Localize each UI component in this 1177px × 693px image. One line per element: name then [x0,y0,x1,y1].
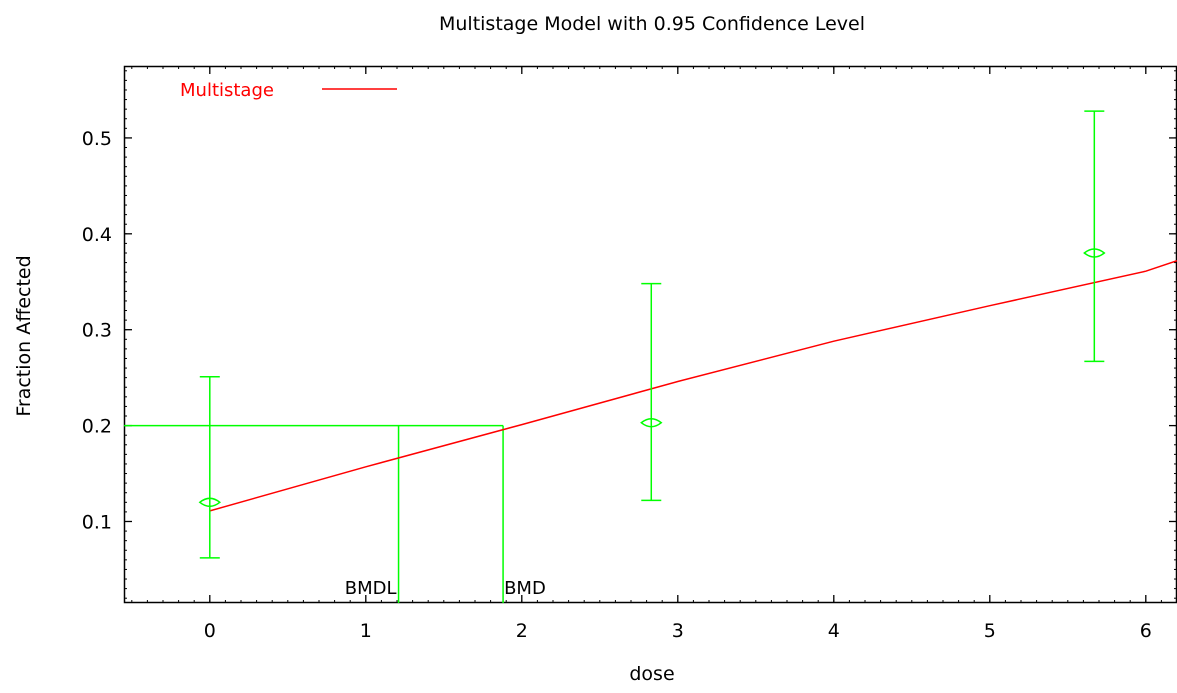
y-tick-label: 0.1 [82,511,112,533]
plot-area: 0 1 2 3 4 5 6 0.1 0.2 0.3 0.4 0.5 BMDL BMD Multistage [82,65,1177,642]
y-tick-label: 0.2 [82,416,112,438]
y-tick-label: 0.3 [82,320,112,342]
bmdl-label: BMDL [345,578,397,599]
multistage-line [209,259,1177,512]
x-tick-label: 0 [204,620,216,642]
x-tick-label: 5 [984,620,996,642]
x-tick-label: 4 [828,620,840,642]
x-tick-label: 2 [516,620,528,642]
plot-frame [123,65,1177,604]
bmd-label: BMD [504,578,546,599]
x-tick-label: 6 [1140,620,1152,642]
x-axis-label: dose [629,663,674,685]
data-point [198,497,222,508]
y-tick-label: 0.4 [82,224,112,246]
x-tick-label: 1 [360,620,372,642]
x-tick-label: 3 [672,620,684,642]
data-point [640,417,663,428]
chart-title: Multistage Model with 0.95 Confidence Le… [439,13,865,35]
data-point [1083,248,1106,258]
y-axis-label: Fraction Affected [13,255,35,416]
legend-label: Multistage [180,80,274,101]
y-tick-label: 0.5 [82,128,112,150]
